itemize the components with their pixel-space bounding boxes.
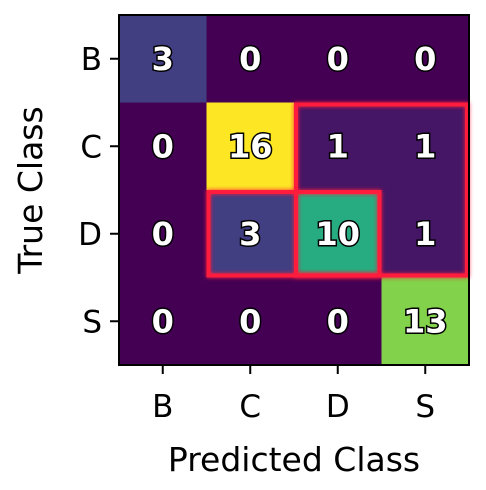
cell-value-label: 1 — [414, 215, 436, 253]
cell-value-label: 0 — [152, 302, 174, 340]
cell-value-label: 13 — [403, 302, 448, 340]
cell-value-label: 1 — [327, 127, 349, 165]
y-tick-label: D — [78, 217, 102, 253]
y-tick-label: C — [80, 129, 102, 165]
x-tick-label: D — [326, 389, 350, 425]
cell-value-label: 0 — [152, 215, 174, 253]
cell-value-label: 3 — [152, 40, 174, 78]
cell-value-label: 16 — [228, 127, 273, 165]
cell-value-label: 0 — [414, 40, 436, 78]
cell-value-label: 3 — [239, 215, 261, 253]
x-axis-label: Predicted Class — [168, 440, 420, 479]
y-tick-label: S — [82, 304, 102, 340]
x-tick-label: S — [415, 389, 435, 425]
x-tick-label: C — [239, 389, 261, 425]
cell-value-label: 1 — [414, 127, 436, 165]
cell-value-label: 0 — [327, 302, 349, 340]
cell-value-label: 0 — [152, 127, 174, 165]
cell-value-label: 0 — [239, 40, 261, 78]
y-axis-label: True Class — [11, 106, 50, 274]
cell-value-label: 0 — [327, 40, 349, 78]
y-tick-label: B — [81, 42, 102, 78]
cell-value-label: 0 — [239, 302, 261, 340]
y-axis-ticks: B C D S — [78, 42, 119, 341]
x-tick-label: B — [152, 389, 173, 425]
cell-value-label: 10 — [315, 215, 360, 253]
